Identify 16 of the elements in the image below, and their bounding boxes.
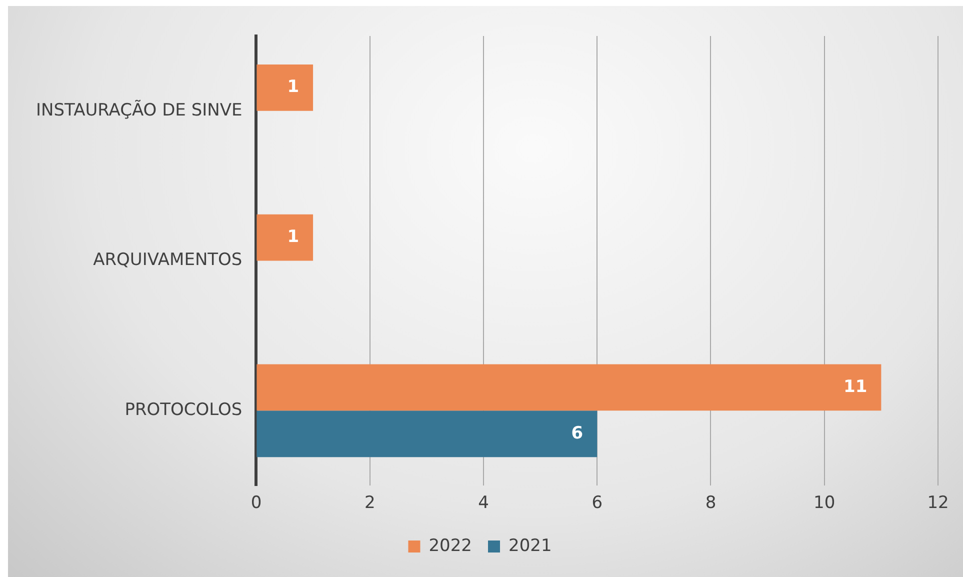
x-tick-label: 4 [478,493,489,514]
data-label: 1 [287,226,300,247]
y-tick-label: PROTOCOLOS [124,400,242,420]
x-tick-label: 2 [364,493,376,514]
legend-label: 2022 [428,536,472,556]
x-tick-label: 0 [250,493,262,514]
x-tick-label: 8 [705,493,716,514]
legend-label: 2021 [508,536,552,556]
y-tick-label: INSTAURAÇÃO DE SINVE [36,99,242,120]
x-tick-label: 12 [927,493,949,514]
data-label: 6 [571,423,584,444]
data-label: 11 [844,376,868,397]
x-tick-label: 6 [592,493,603,514]
data-label: 1 [287,77,300,98]
y-tick-label: ARQUIVAMENTOS [93,250,242,270]
x-tick-label: 10 [814,493,836,514]
